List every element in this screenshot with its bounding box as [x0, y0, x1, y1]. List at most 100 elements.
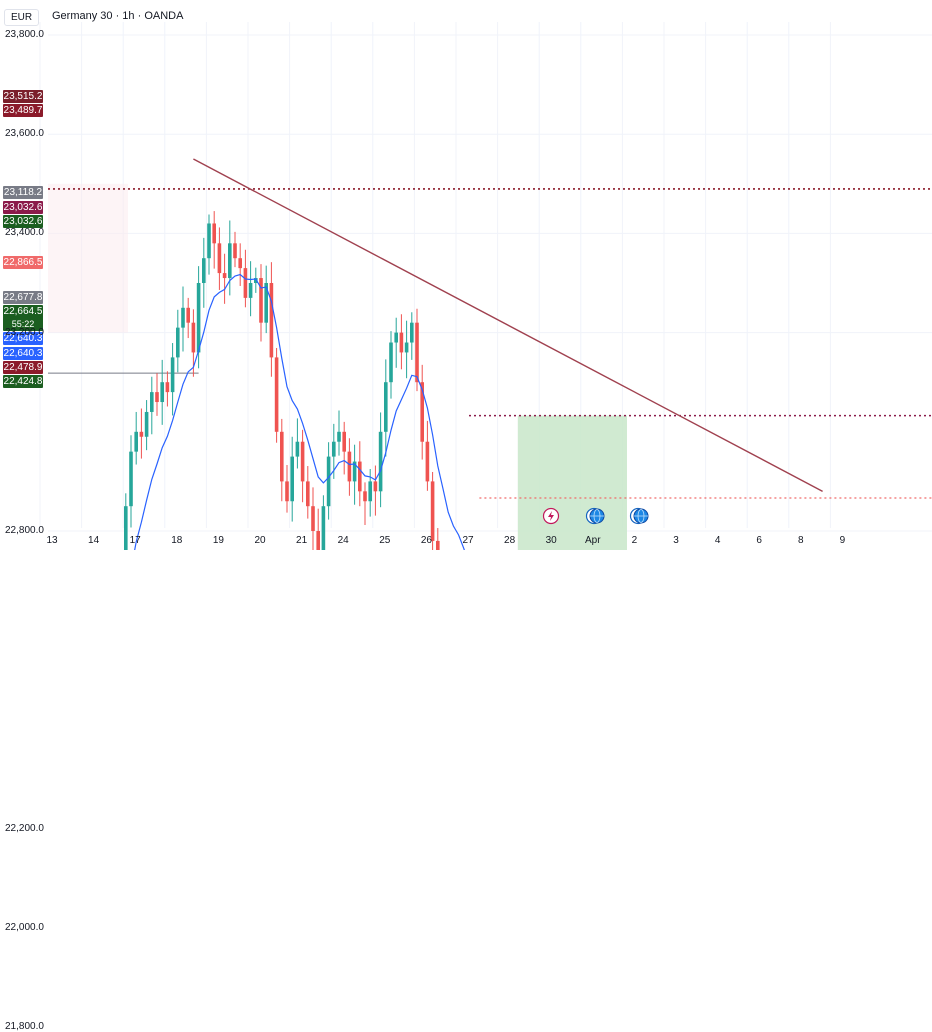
price-tag-value: 22,640.3 — [3, 348, 43, 359]
x-tick-label: 27 — [462, 535, 474, 546]
candle-body — [430, 481, 435, 541]
candle-body — [264, 283, 268, 323]
candle-body — [274, 357, 279, 432]
grid — [39, 22, 932, 532]
globe-icon[interactable] — [629, 507, 649, 525]
candle-body — [228, 243, 232, 279]
price-tag-value: 22,664.5 — [3, 306, 43, 317]
candle-body — [134, 431, 138, 452]
candle-body — [196, 283, 201, 353]
candle-body — [124, 506, 128, 550]
price-tag[interactable]: 22,640.3 — [3, 347, 43, 360]
candle-body — [259, 278, 263, 323]
price-tag-value: 22,866.5 — [3, 257, 43, 268]
x-tick-label: 20 — [254, 535, 266, 546]
price-tag-value: 22,424.8 — [3, 376, 43, 387]
candle-body — [191, 322, 196, 353]
price-tag-value: 23,489.7 — [3, 105, 43, 116]
price-tag[interactable]: 23,032.6 — [3, 201, 43, 214]
y-tick-label: 23,600.0 — [5, 128, 44, 140]
candle-body — [399, 332, 404, 353]
x-tick-label: 2 — [631, 535, 638, 546]
candle-body — [217, 243, 222, 274]
x-tick-label: 6 — [756, 535, 762, 546]
currency-button[interactable]: EUR — [4, 8, 40, 26]
candle-body — [410, 322, 414, 343]
price-tag[interactable]: 23,032.6 — [3, 215, 43, 228]
candle-body — [316, 531, 320, 550]
candle-body — [285, 481, 289, 502]
x-tick-label: 3 — [673, 535, 679, 546]
candle-body — [389, 342, 393, 383]
candle-body — [233, 243, 237, 259]
price-tag-value: 22,478.9 — [3, 362, 43, 373]
price-tag[interactable]: 22,677.8 — [3, 291, 43, 304]
x-tick-label: 19 — [212, 535, 224, 546]
candle-body — [326, 456, 331, 507]
x-tick-label: 25 — [379, 535, 391, 546]
price-tag[interactable]: 22,640.3 — [3, 332, 43, 345]
x-tick-label: Apr — [585, 535, 601, 546]
candle-body — [436, 540, 440, 550]
horizontal-levels — [48, 188, 932, 499]
x-tick-label: 4 — [714, 535, 721, 546]
price-tag[interactable]: 23,118.2 — [3, 186, 43, 199]
candle-body — [165, 382, 170, 393]
x-tick-label: 21 — [296, 535, 308, 546]
candle-body — [363, 491, 367, 502]
candle-body — [212, 223, 216, 244]
price-tag-value: 23,032.6 — [3, 202, 43, 213]
y-tick-label: 22,200.0 — [5, 822, 44, 834]
candle-body — [306, 481, 310, 507]
x-tick-label: 26 — [420, 535, 432, 546]
y-tick-label: 21,800.0 — [5, 1021, 44, 1032]
x-tick-label: 30 — [545, 535, 557, 546]
position-zones — [517, 415, 627, 550]
price-tag-value: 22,640.3 — [3, 333, 43, 344]
candle-body — [248, 283, 253, 298]
candle-body — [321, 506, 326, 550]
price-tag[interactable]: 23,489.7 — [3, 104, 43, 117]
price-tag[interactable]: 22,664.5 55:22 — [3, 305, 43, 331]
price-tag[interactable]: 22,866.5 — [3, 256, 43, 269]
candle-body — [337, 431, 341, 442]
candle-body — [347, 451, 352, 482]
x-tick-label: 24 — [337, 535, 349, 546]
x-tick-label: 28 — [504, 535, 516, 546]
y-tick-label: 23,400.0 — [5, 227, 44, 239]
candle-body — [222, 273, 227, 279]
lightning-icon[interactable] — [542, 507, 560, 525]
candle-body — [280, 431, 284, 482]
candle-body — [238, 258, 242, 269]
x-tick-label: 13 — [46, 535, 58, 546]
candle-body — [378, 431, 383, 492]
candle-body — [144, 411, 149, 437]
price-tag-value: 23,515.2 — [3, 91, 43, 102]
candle-body — [368, 481, 372, 502]
ema-line — [134, 273, 465, 550]
y-tick-label: 22,800.0 — [5, 525, 44, 536]
x-tick-label: 18 — [171, 535, 183, 546]
globe-icon[interactable] — [585, 507, 605, 525]
target-zone — [517, 415, 627, 550]
event-icons — [542, 507, 649, 525]
resistance-line — [193, 158, 823, 492]
price-tag[interactable]: 23,515.2 — [3, 90, 43, 103]
price-tag[interactable]: 22,424.8 — [3, 375, 43, 388]
candle-body — [352, 461, 357, 482]
x-tick-label: 8 — [798, 535, 804, 546]
candle-body — [290, 456, 294, 502]
y-tick-label: 22,000.0 — [5, 921, 44, 933]
candle-body — [332, 441, 336, 457]
candles — [124, 211, 440, 550]
candle-body — [254, 278, 258, 283]
price-tag-value: 23,032.6 — [3, 216, 43, 227]
candle-body — [373, 481, 378, 492]
y-tick-label: 23,200.0 — [5, 326, 44, 338]
candle-body — [170, 357, 175, 393]
candle-body — [404, 342, 409, 353]
candle-body — [394, 332, 398, 343]
candle-body — [207, 223, 211, 259]
chart-canvas[interactable] — [0, 0, 932, 550]
price-tag[interactable]: 22,478.9 — [3, 361, 43, 374]
